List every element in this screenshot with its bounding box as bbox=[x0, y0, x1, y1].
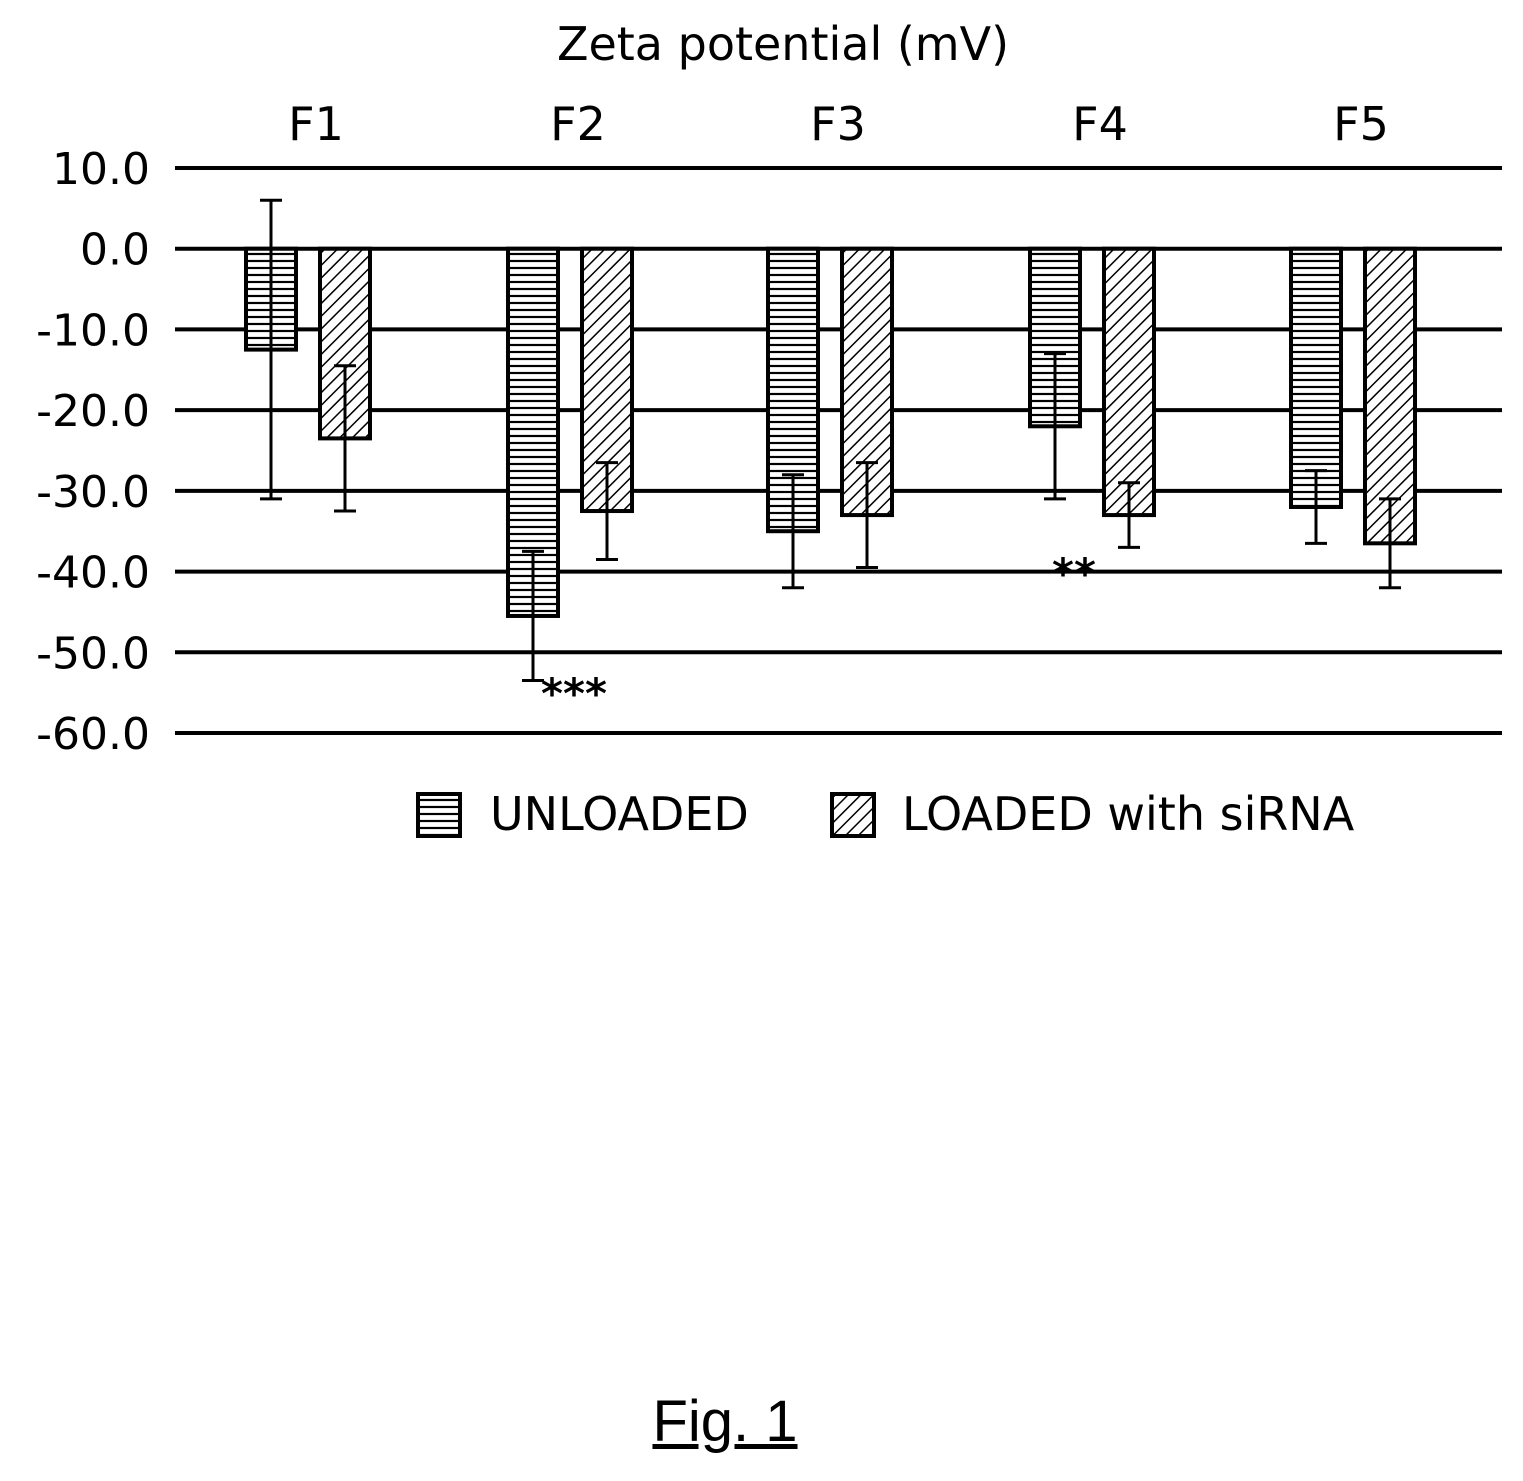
bar-f5-loaded-with-sirna bbox=[1363, 246, 1417, 546]
category-label-f2: F2 bbox=[550, 97, 606, 151]
y-tick-label: 10.0 bbox=[52, 144, 150, 195]
category-label-f4: F4 bbox=[1072, 97, 1128, 151]
figure-caption: Fig. 1 bbox=[652, 1389, 798, 1454]
category-label-f5: F5 bbox=[1333, 97, 1389, 151]
y-tick-label: -10.0 bbox=[36, 305, 150, 356]
significance-marker-f2: *** bbox=[541, 669, 607, 718]
bar-f4-loaded-with-sirna bbox=[1102, 246, 1156, 518]
y-axis-tick-labels: 10.0 0.0 -10.0 -20.0 -30.0 -40.0 -50.0 -60.0 bbox=[36, 144, 150, 760]
bars bbox=[244, 246, 1417, 618]
significance-annotations: ***** bbox=[541, 549, 1096, 718]
y-tick-label: -30.0 bbox=[36, 467, 150, 518]
y-tick-label: -20.0 bbox=[36, 386, 150, 437]
significance-marker-f4: ** bbox=[1052, 549, 1096, 598]
y-tick-label: -60.0 bbox=[36, 709, 150, 760]
error-bars bbox=[260, 198, 1401, 683]
y-tick-label: 0.0 bbox=[80, 225, 150, 276]
legend-swatch-loaded bbox=[830, 792, 876, 838]
chart-title: Zeta potential (mV) bbox=[557, 17, 1009, 71]
category-label-f3: F3 bbox=[810, 97, 866, 151]
y-tick-label: -40.0 bbox=[36, 548, 150, 599]
y-tick-label: -50.0 bbox=[36, 628, 150, 679]
legend-swatch-unloaded bbox=[416, 792, 462, 838]
bar-f5-unloaded bbox=[1289, 246, 1343, 509]
category-labels: F1 F2 F3 F4 F5 bbox=[288, 97, 1389, 151]
legend-label-unloaded: UNLOADED bbox=[490, 787, 749, 841]
gridlines bbox=[175, 166, 1502, 735]
legend-label-loaded: LOADED with siRNA bbox=[902, 787, 1355, 841]
legend: UNLOADED LOADED with siRNA bbox=[416, 787, 1355, 841]
category-label-f1: F1 bbox=[288, 97, 344, 151]
